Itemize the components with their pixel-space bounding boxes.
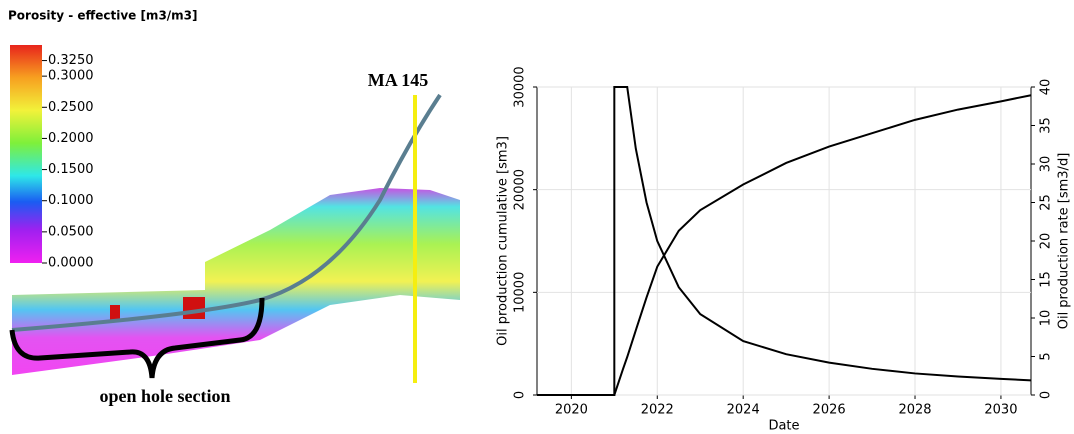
colorbar-tick-label: 0.2000 <box>48 131 94 146</box>
brace <box>9 297 265 379</box>
section-label: open hole section <box>99 386 230 406</box>
y-tick-label: 10000 <box>513 272 528 313</box>
y2-tick-label: 10 <box>1039 310 1054 327</box>
y-tick-label: 30000 <box>513 66 528 107</box>
y-tick-label: 20000 <box>513 169 528 210</box>
colorbar <box>10 45 42 263</box>
y2-axis-label: Oil production rate [sm3/d] <box>1057 153 1072 330</box>
well-path <box>11 93 442 332</box>
x-tick-label: 2028 <box>898 403 931 418</box>
y2-tick-label: 25 <box>1039 194 1054 211</box>
y2-tick-label: 35 <box>1039 117 1054 134</box>
y2-tick-label: 15 <box>1039 271 1054 288</box>
x-axis-label: Date <box>768 419 799 434</box>
colorbar-tick-label: 0.3000 <box>48 69 94 84</box>
reservoir-model <box>12 188 460 375</box>
y-tick-label: 0 <box>513 391 528 399</box>
colorbar-tick-label: 0.1000 <box>48 193 94 208</box>
y2-tick-label: 5 <box>1039 352 1054 360</box>
y-axis-label: Oil production cumulative [sm3] <box>496 136 511 346</box>
plot-frame <box>536 86 1032 396</box>
y2-tick-label: 0 <box>1039 391 1054 399</box>
y2-tick-label: 40 <box>1039 79 1054 96</box>
series-line <box>537 86 1032 396</box>
y2-tick-label: 30 <box>1039 156 1054 173</box>
series-line <box>537 94 1032 396</box>
colorbar-title: Porosity - effective [m3/m3] <box>8 9 198 23</box>
colorbar-tick-label: 0.2500 <box>48 100 94 115</box>
cell-cluster <box>110 305 120 321</box>
x-tick-label: 2026 <box>813 403 846 418</box>
x-tick-label: 2024 <box>727 403 760 418</box>
x-tick-label: 2030 <box>984 403 1017 418</box>
y2-tick-label: 20 <box>1039 233 1054 250</box>
x-tick-label: 2020 <box>555 403 588 418</box>
x-tick-label: 2022 <box>641 403 674 418</box>
colorbar-tick-label: 0.3250 <box>48 53 94 68</box>
cell-cluster <box>183 297 205 319</box>
well-label: MA 145 <box>368 70 429 90</box>
colorbar-tick-label: 0.0000 <box>48 256 94 271</box>
colorbar-tick-label: 0.0500 <box>48 224 94 239</box>
colorbar-tick-label: 0.1500 <box>48 162 94 177</box>
